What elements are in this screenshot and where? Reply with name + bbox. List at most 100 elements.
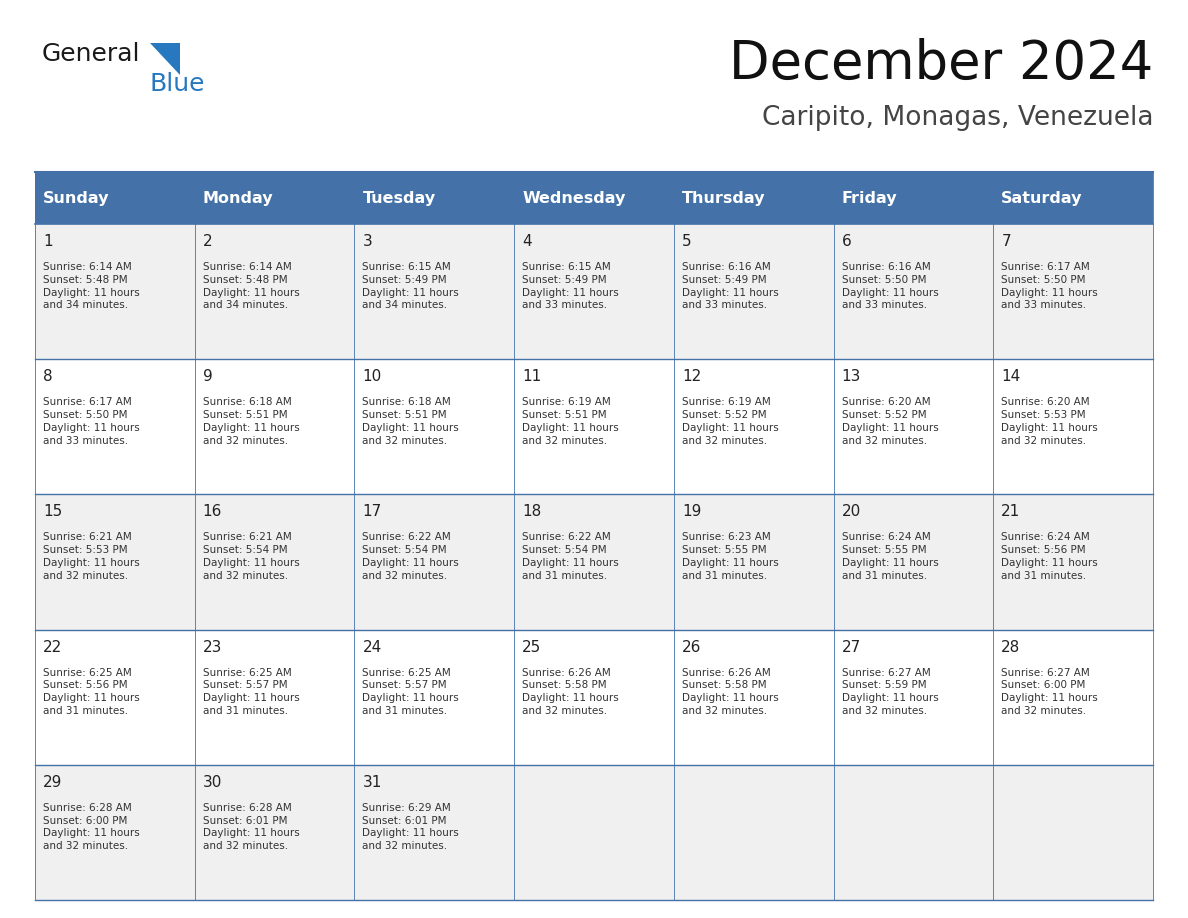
Bar [993, 224, 1154, 359]
Bar [34, 172, 195, 224]
Bar [674, 630, 834, 765]
Text: Sunrise: 6:15 AM
Sunset: 5:49 PM
Daylight: 11 hours
and 33 minutes.: Sunrise: 6:15 AM Sunset: 5:49 PM Dayligh… [523, 262, 619, 310]
Bar [195, 495, 354, 630]
Text: Sunrise: 6:23 AM
Sunset: 5:55 PM
Daylight: 11 hours
and 31 minutes.: Sunrise: 6:23 AM Sunset: 5:55 PM Dayligh… [682, 532, 778, 581]
Bar [354, 495, 514, 630]
Bar [834, 765, 993, 900]
Bar [993, 495, 1154, 630]
Text: 7: 7 [1001, 234, 1011, 249]
Bar [674, 359, 834, 495]
Polygon shape [150, 43, 181, 75]
Text: Sunrise: 6:21 AM
Sunset: 5:53 PM
Daylight: 11 hours
and 32 minutes.: Sunrise: 6:21 AM Sunset: 5:53 PM Dayligh… [43, 532, 140, 581]
Bar [354, 630, 514, 765]
Bar [354, 172, 514, 224]
Bar [354, 765, 514, 900]
Text: Sunrise: 6:27 AM
Sunset: 5:59 PM
Daylight: 11 hours
and 32 minutes.: Sunrise: 6:27 AM Sunset: 5:59 PM Dayligh… [841, 667, 939, 716]
Bar [354, 359, 514, 495]
Text: 15: 15 [43, 504, 62, 520]
Text: Sunday: Sunday [43, 191, 109, 206]
Text: 2: 2 [203, 234, 213, 249]
Text: 16: 16 [203, 504, 222, 520]
Bar [195, 630, 354, 765]
Text: Sunrise: 6:28 AM
Sunset: 6:00 PM
Daylight: 11 hours
and 32 minutes.: Sunrise: 6:28 AM Sunset: 6:00 PM Dayligh… [43, 803, 140, 851]
Bar [514, 172, 674, 224]
Bar [34, 224, 195, 359]
Bar [34, 630, 195, 765]
Bar [834, 495, 993, 630]
Bar [674, 172, 834, 224]
Text: 28: 28 [1001, 640, 1020, 655]
Text: 9: 9 [203, 369, 213, 385]
Text: Sunrise: 6:21 AM
Sunset: 5:54 PM
Daylight: 11 hours
and 32 minutes.: Sunrise: 6:21 AM Sunset: 5:54 PM Dayligh… [203, 532, 299, 581]
Text: Saturday: Saturday [1001, 191, 1082, 206]
Text: 18: 18 [523, 504, 542, 520]
Bar [993, 359, 1154, 495]
Text: Friday: Friday [841, 191, 897, 206]
Text: 17: 17 [362, 504, 381, 520]
Text: 8: 8 [43, 369, 52, 385]
Text: 20: 20 [841, 504, 861, 520]
Text: Blue: Blue [150, 72, 206, 96]
Text: 30: 30 [203, 775, 222, 789]
Bar [674, 224, 834, 359]
Text: Caripito, Monagas, Venezuela: Caripito, Monagas, Venezuela [762, 105, 1154, 131]
Text: 10: 10 [362, 369, 381, 385]
Text: Sunrise: 6:26 AM
Sunset: 5:58 PM
Daylight: 11 hours
and 32 minutes.: Sunrise: 6:26 AM Sunset: 5:58 PM Dayligh… [523, 667, 619, 716]
Text: Sunrise: 6:17 AM
Sunset: 5:50 PM
Daylight: 11 hours
and 33 minutes.: Sunrise: 6:17 AM Sunset: 5:50 PM Dayligh… [43, 397, 140, 445]
Bar [993, 630, 1154, 765]
Text: 6: 6 [841, 234, 852, 249]
Text: Sunrise: 6:14 AM
Sunset: 5:48 PM
Daylight: 11 hours
and 34 minutes.: Sunrise: 6:14 AM Sunset: 5:48 PM Dayligh… [43, 262, 140, 310]
Bar [34, 495, 195, 630]
Bar [514, 765, 674, 900]
Text: 4: 4 [523, 234, 532, 249]
Text: 3: 3 [362, 234, 372, 249]
Bar [354, 224, 514, 359]
Bar [674, 765, 834, 900]
Text: 25: 25 [523, 640, 542, 655]
Text: Tuesday: Tuesday [362, 191, 436, 206]
Text: December 2024: December 2024 [728, 38, 1154, 90]
Bar [514, 495, 674, 630]
Text: Sunrise: 6:20 AM
Sunset: 5:53 PM
Daylight: 11 hours
and 32 minutes.: Sunrise: 6:20 AM Sunset: 5:53 PM Dayligh… [1001, 397, 1098, 445]
Bar [195, 172, 354, 224]
Text: 19: 19 [682, 504, 701, 520]
Text: 21: 21 [1001, 504, 1020, 520]
Text: Sunrise: 6:25 AM
Sunset: 5:57 PM
Daylight: 11 hours
and 31 minutes.: Sunrise: 6:25 AM Sunset: 5:57 PM Dayligh… [203, 667, 299, 716]
Text: 14: 14 [1001, 369, 1020, 385]
Bar [34, 765, 195, 900]
Text: Sunrise: 6:22 AM
Sunset: 5:54 PM
Daylight: 11 hours
and 31 minutes.: Sunrise: 6:22 AM Sunset: 5:54 PM Dayligh… [523, 532, 619, 581]
Text: Sunrise: 6:17 AM
Sunset: 5:50 PM
Daylight: 11 hours
and 33 minutes.: Sunrise: 6:17 AM Sunset: 5:50 PM Dayligh… [1001, 262, 1098, 310]
Text: Sunrise: 6:25 AM
Sunset: 5:56 PM
Daylight: 11 hours
and 31 minutes.: Sunrise: 6:25 AM Sunset: 5:56 PM Dayligh… [43, 667, 140, 716]
Text: Sunrise: 6:24 AM
Sunset: 5:55 PM
Daylight: 11 hours
and 31 minutes.: Sunrise: 6:24 AM Sunset: 5:55 PM Dayligh… [841, 532, 939, 581]
Text: Sunrise: 6:26 AM
Sunset: 5:58 PM
Daylight: 11 hours
and 32 minutes.: Sunrise: 6:26 AM Sunset: 5:58 PM Dayligh… [682, 667, 778, 716]
Text: Monday: Monday [203, 191, 273, 206]
Text: Sunrise: 6:22 AM
Sunset: 5:54 PM
Daylight: 11 hours
and 32 minutes.: Sunrise: 6:22 AM Sunset: 5:54 PM Dayligh… [362, 532, 460, 581]
Bar [834, 172, 993, 224]
Bar [834, 359, 993, 495]
Text: 31: 31 [362, 775, 381, 789]
Text: 13: 13 [841, 369, 861, 385]
Text: 12: 12 [682, 369, 701, 385]
Text: Sunrise: 6:15 AM
Sunset: 5:49 PM
Daylight: 11 hours
and 34 minutes.: Sunrise: 6:15 AM Sunset: 5:49 PM Dayligh… [362, 262, 460, 310]
Bar [514, 359, 674, 495]
Text: Sunrise: 6:25 AM
Sunset: 5:57 PM
Daylight: 11 hours
and 31 minutes.: Sunrise: 6:25 AM Sunset: 5:57 PM Dayligh… [362, 667, 460, 716]
Text: Sunrise: 6:20 AM
Sunset: 5:52 PM
Daylight: 11 hours
and 32 minutes.: Sunrise: 6:20 AM Sunset: 5:52 PM Dayligh… [841, 397, 939, 445]
Bar [195, 359, 354, 495]
Bar [834, 630, 993, 765]
Text: Sunrise: 6:27 AM
Sunset: 6:00 PM
Daylight: 11 hours
and 32 minutes.: Sunrise: 6:27 AM Sunset: 6:00 PM Dayligh… [1001, 667, 1098, 716]
Bar [514, 630, 674, 765]
Bar [834, 224, 993, 359]
Text: Thursday: Thursday [682, 191, 765, 206]
Text: Sunrise: 6:18 AM
Sunset: 5:51 PM
Daylight: 11 hours
and 32 minutes.: Sunrise: 6:18 AM Sunset: 5:51 PM Dayligh… [362, 397, 460, 445]
Text: Wednesday: Wednesday [523, 191, 626, 206]
Text: Sunrise: 6:28 AM
Sunset: 6:01 PM
Daylight: 11 hours
and 32 minutes.: Sunrise: 6:28 AM Sunset: 6:01 PM Dayligh… [203, 803, 299, 851]
Text: Sunrise: 6:14 AM
Sunset: 5:48 PM
Daylight: 11 hours
and 34 minutes.: Sunrise: 6:14 AM Sunset: 5:48 PM Dayligh… [203, 262, 299, 310]
Text: 11: 11 [523, 369, 542, 385]
Text: 29: 29 [43, 775, 63, 789]
Text: 5: 5 [682, 234, 691, 249]
Text: 27: 27 [841, 640, 861, 655]
Text: 23: 23 [203, 640, 222, 655]
Bar [993, 172, 1154, 224]
Bar [195, 224, 354, 359]
Text: Sunrise: 6:24 AM
Sunset: 5:56 PM
Daylight: 11 hours
and 31 minutes.: Sunrise: 6:24 AM Sunset: 5:56 PM Dayligh… [1001, 532, 1098, 581]
